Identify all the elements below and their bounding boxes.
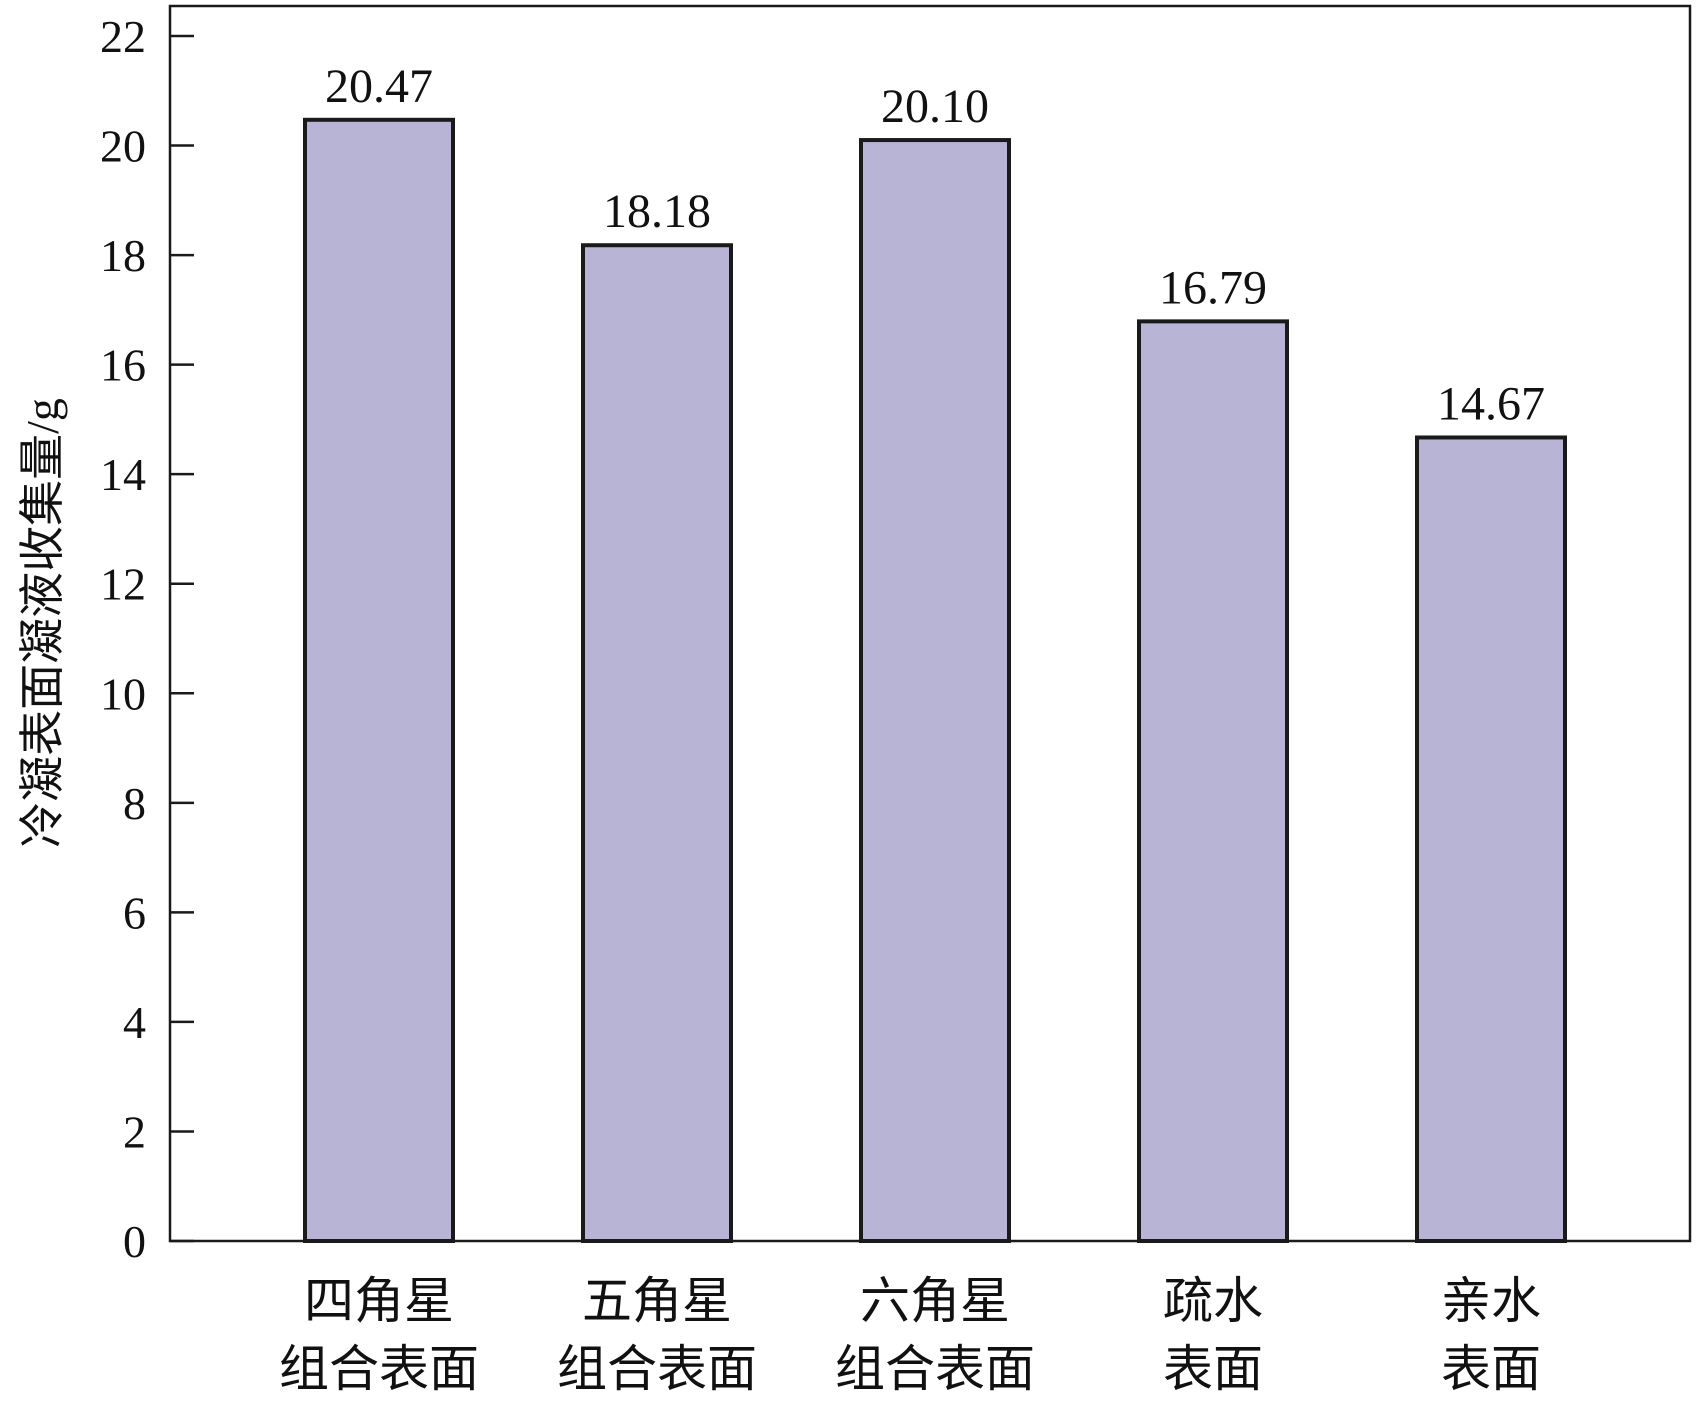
y-tick-label: 4 (123, 997, 146, 1048)
y-tick-label: 2 (123, 1106, 146, 1157)
x-tick-label-line: 五角星 (582, 1273, 732, 1329)
x-tick-label: 六角星组合表面 (835, 1273, 1035, 1397)
x-tick-label-line: 表面 (1163, 1341, 1263, 1397)
data-label: 14.67 (1437, 377, 1545, 430)
y-tick-label: 18 (100, 230, 146, 281)
bar (1137, 319, 1289, 1243)
x-tick-label-line: 组合表面 (557, 1341, 757, 1397)
y-tick-label: 6 (123, 887, 146, 938)
x-tick-label-line: 六角星 (860, 1273, 1010, 1329)
y-axis-label: 冷凝表面凝液收集量/g (17, 398, 68, 848)
data-label: 20.47 (325, 60, 433, 113)
bar (1415, 435, 1567, 1244)
x-tick-label-line: 亲水 (1441, 1273, 1541, 1329)
x-tick-label-line: 疏水 (1163, 1273, 1263, 1329)
x-tick-label: 亲水表面 (1441, 1273, 1541, 1397)
x-tick-label: 疏水表面 (1163, 1273, 1263, 1397)
y-tick-label: 10 (100, 668, 146, 719)
bars (303, 117, 1567, 1244)
value-labels: 20.47 18.18 20.10 16.79 14.67 (325, 60, 1545, 431)
x-tick-label-line: 组合表面 (835, 1341, 1035, 1397)
y-tick-label: 22 (100, 11, 146, 62)
y-tick-label: 20 (100, 121, 146, 172)
y-tick-label: 12 (100, 559, 146, 610)
bar (581, 243, 733, 1243)
y-tick-label: 16 (100, 340, 146, 391)
x-tick-label: 四角星组合表面 (279, 1273, 479, 1397)
x-tick-label-line: 组合表面 (279, 1341, 479, 1397)
data-label: 18.18 (603, 185, 711, 238)
bar (303, 117, 455, 1244)
y-tick-label: 8 (123, 778, 146, 829)
data-label: 20.10 (881, 80, 989, 133)
x-tick-label: 五角星组合表面 (557, 1273, 757, 1397)
data-label: 16.79 (1159, 261, 1267, 314)
y-axis: 0 2 4 6 8 10 12 14 16 18 20 22 (100, 11, 194, 1267)
x-tick-label-line: 四角星 (304, 1273, 454, 1329)
bar (859, 138, 1011, 1243)
y-tick-label: 14 (100, 449, 146, 500)
y-tick-label: 0 (123, 1216, 146, 1267)
x-tick-label-line: 表面 (1441, 1341, 1541, 1397)
